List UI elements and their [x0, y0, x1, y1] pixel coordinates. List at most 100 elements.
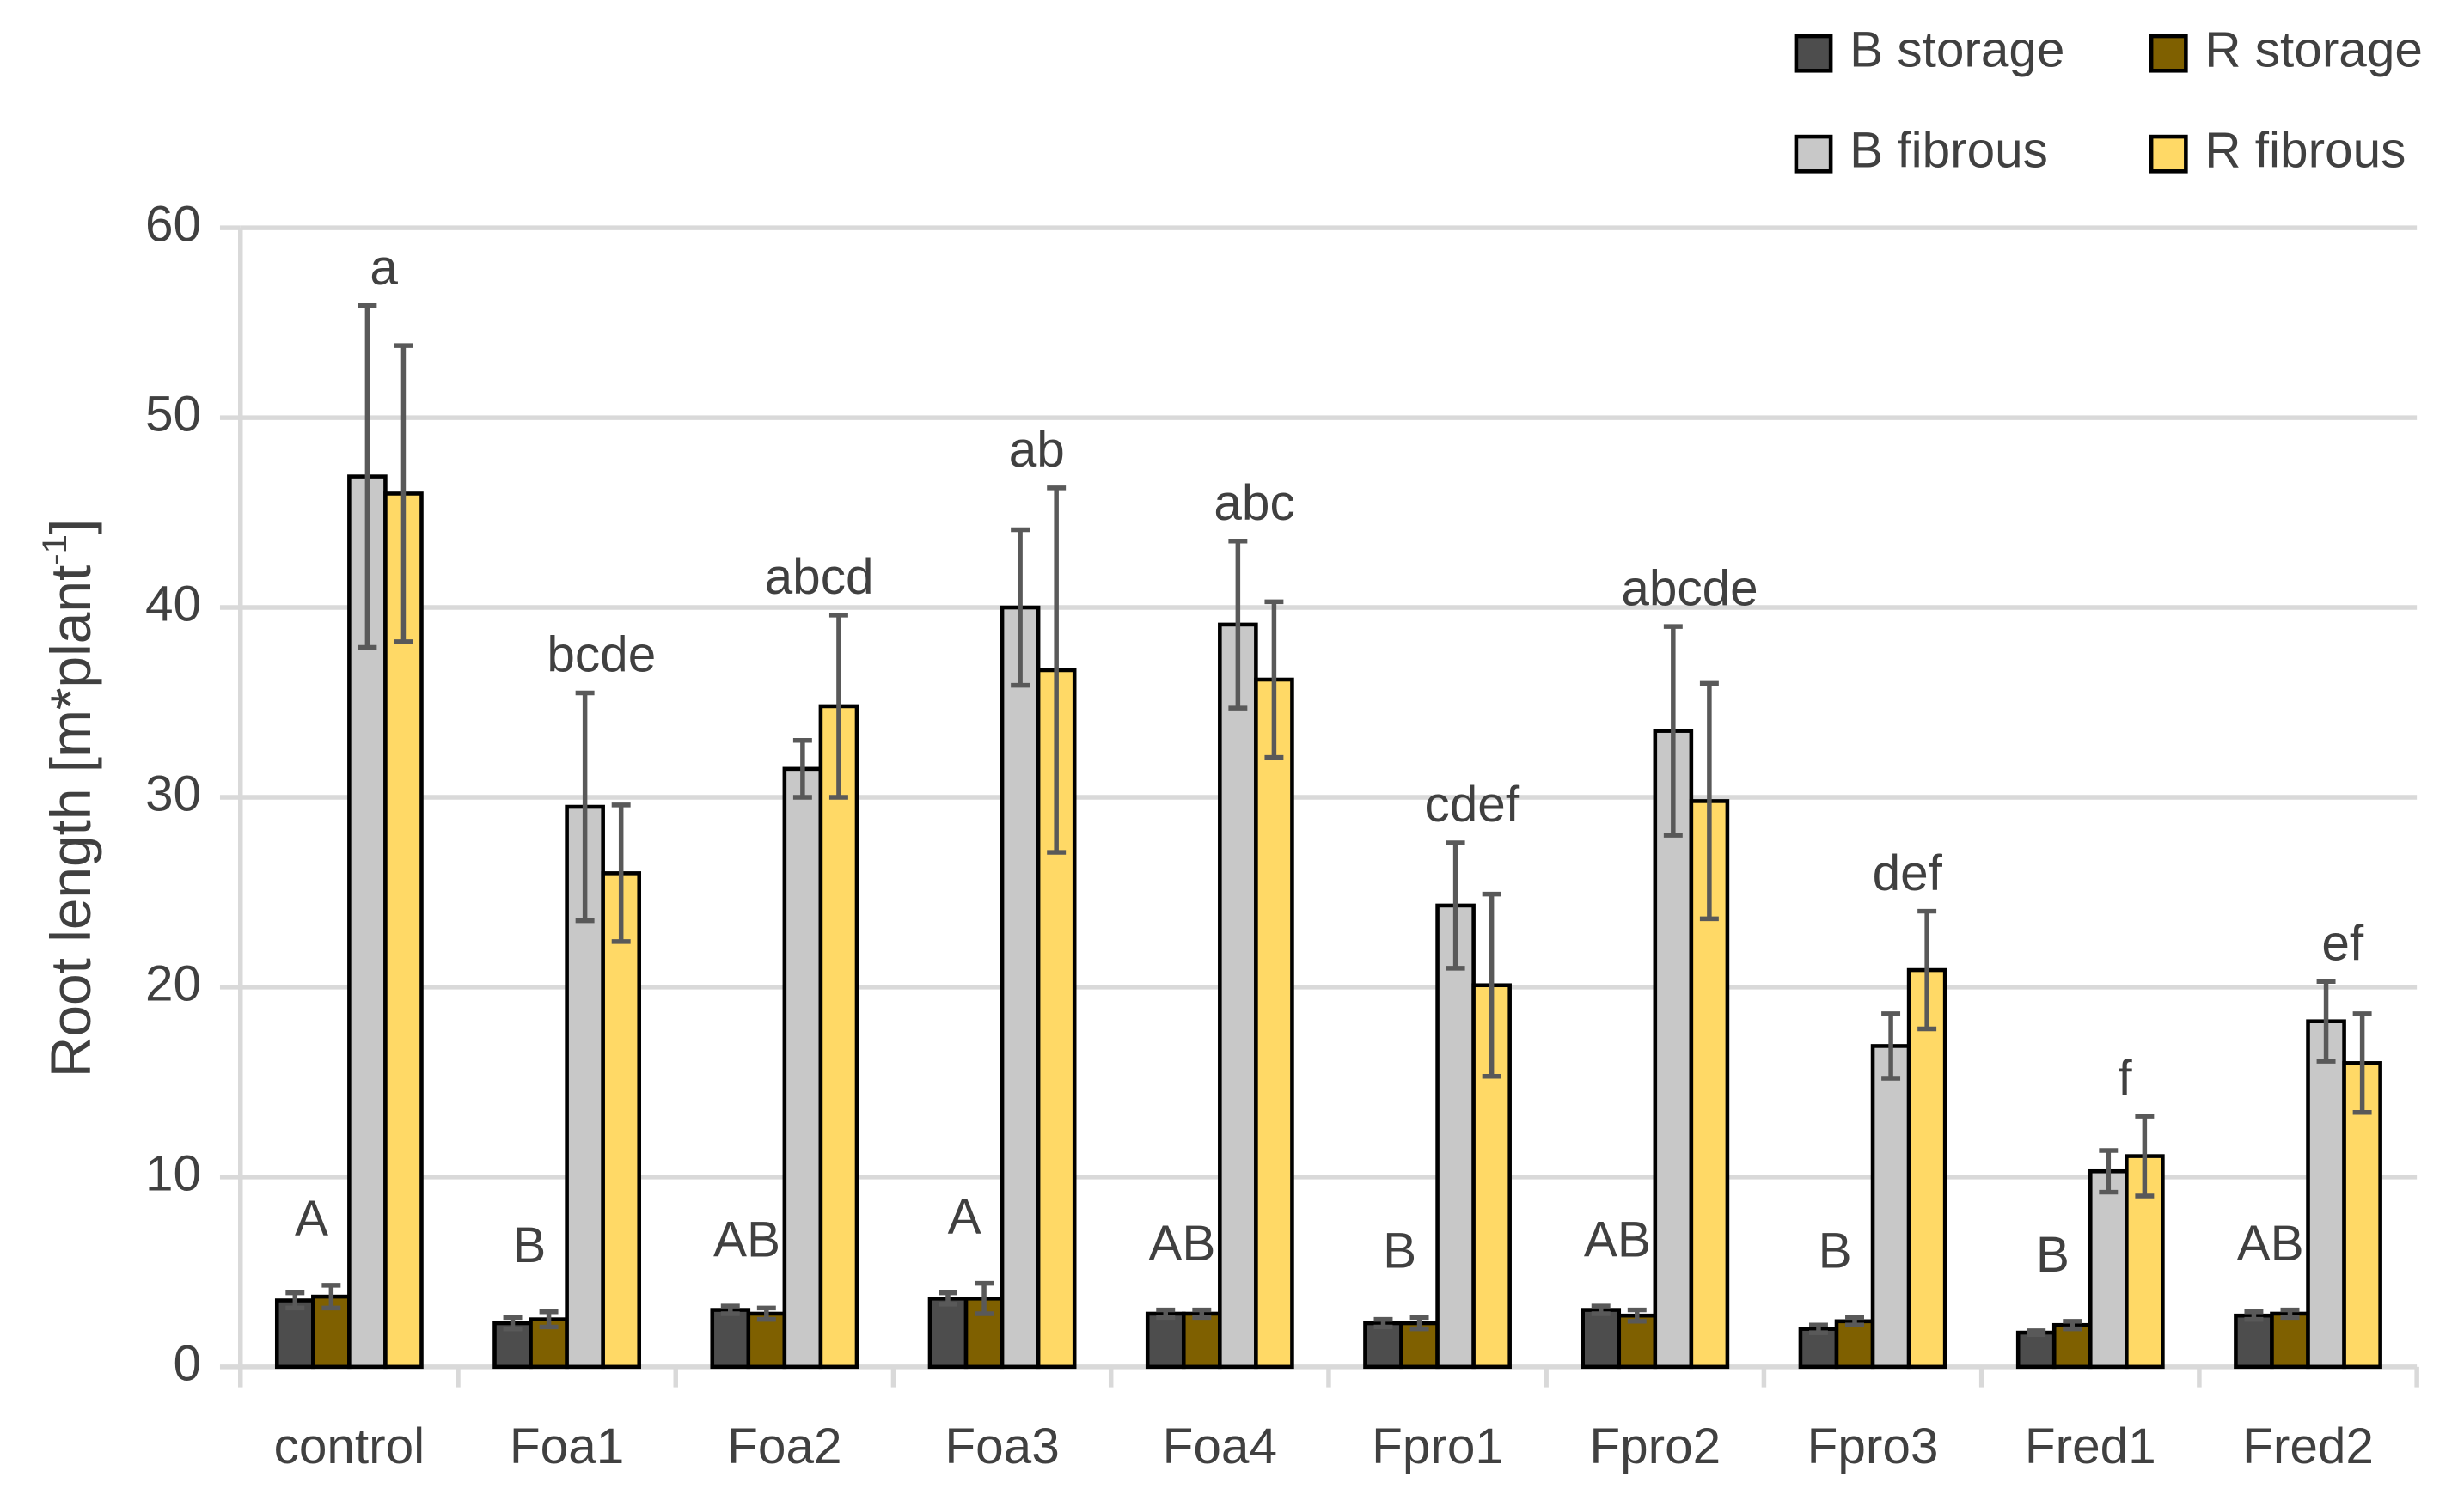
error-bar	[1627, 1307, 1647, 1324]
x-tick-label: Foa3	[945, 1419, 1059, 1474]
error-bar	[285, 1290, 305, 1311]
bar	[274, 1298, 315, 1370]
y-axis-title: Root length [m*plant-1]	[34, 519, 102, 1077]
error-bar	[1917, 908, 1937, 1032]
fibrous-letter: abcde	[1621, 560, 1758, 616]
bar	[1363, 1321, 1403, 1370]
legend-swatch	[1794, 34, 1833, 73]
error-bar	[1591, 1303, 1611, 1316]
storage-letter: AB	[1148, 1216, 1215, 1272]
bar	[601, 871, 642, 1370]
error-bar	[358, 302, 377, 650]
legend-label: B storage	[1850, 22, 2064, 78]
bar	[818, 704, 859, 1370]
y-tick-label: 10	[145, 1145, 201, 1201]
y-tick-label: 50	[145, 387, 201, 442]
bar	[1181, 1311, 1222, 1370]
error-bar	[975, 1280, 994, 1316]
legend-label: R storage	[2204, 22, 2423, 78]
x-tick-label: Fpro2	[1589, 1419, 1721, 1474]
bar	[1254, 677, 1294, 1370]
error-bar	[2027, 1328, 2046, 1338]
error-bar	[1192, 1307, 1212, 1321]
bar	[1581, 1308, 1622, 1370]
bar	[710, 1308, 751, 1370]
error-bar	[2135, 1114, 2155, 1199]
storage-letter: A	[948, 1189, 981, 1245]
fibrous-letter: a	[370, 240, 398, 296]
bar	[2051, 1322, 2093, 1370]
error-bar	[1881, 1011, 1901, 1081]
error-bar	[792, 737, 812, 800]
storage-letter: AB	[2237, 1216, 2304, 1272]
fibrous-letter: ef	[2321, 916, 2364, 972]
error-bar	[575, 690, 595, 924]
error-bar	[1228, 538, 1248, 711]
y-tick-label: 60	[145, 197, 201, 253]
x-tick-label: control	[274, 1419, 425, 1474]
x-tick-label: Foa1	[510, 1419, 624, 1474]
x-tick-label: Fred1	[2025, 1419, 2156, 1474]
fibrous-letter: def	[1873, 845, 1943, 901]
error-bar	[503, 1315, 523, 1332]
legend-swatch	[2149, 134, 2188, 174]
error-bar	[2280, 1307, 2300, 1321]
bar	[1218, 622, 1258, 1370]
legend-label: B fibrous	[1850, 123, 2048, 179]
storage-letter: AB	[1584, 1211, 1651, 1267]
error-bar	[720, 1303, 740, 1316]
storage-letter: B	[1819, 1223, 1852, 1279]
error-bar	[1156, 1307, 1176, 1321]
bar	[2306, 1019, 2346, 1370]
fibrous-letter: cdef	[1425, 777, 1520, 833]
x-tick-label: Fpro3	[1807, 1419, 1939, 1474]
storage-letter: A	[295, 1191, 328, 1247]
storage-letter: B	[512, 1217, 546, 1273]
y-tick-label: 0	[173, 1335, 201, 1391]
bar	[2234, 1313, 2274, 1370]
error-bar	[1699, 680, 1719, 922]
x-tick-label: Fred2	[2242, 1419, 2374, 1474]
error-bar	[611, 802, 631, 944]
error-bar	[1446, 840, 1465, 971]
error-bar	[1047, 485, 1067, 855]
bar	[1834, 1319, 1875, 1370]
bar	[1435, 903, 1476, 1370]
bar	[1145, 1311, 1186, 1370]
error-bar	[1663, 624, 1683, 838]
legend-swatch	[2149, 34, 2188, 73]
error-bar	[2244, 1309, 2264, 1322]
error-bar	[1808, 1322, 1828, 1335]
error-bar	[939, 1290, 957, 1307]
y-label-end: ]	[39, 519, 102, 534]
fibrous-letter: abcd	[765, 549, 874, 605]
error-bar	[2063, 1319, 2082, 1332]
error-bar	[2316, 979, 2336, 1064]
storage-letter: AB	[713, 1211, 780, 1267]
error-bar	[539, 1309, 559, 1330]
bar	[2088, 1168, 2129, 1370]
fibrous-letter: ab	[1009, 422, 1065, 478]
bar	[2270, 1311, 2310, 1370]
x-tick-label: Foa4	[1163, 1419, 1277, 1474]
error-bar	[394, 343, 413, 644]
error-bar	[828, 613, 848, 800]
storage-letter: B	[1383, 1223, 1416, 1279]
bar	[1906, 967, 1947, 1370]
error-bar	[1845, 1315, 1864, 1327]
error-bar	[1264, 599, 1284, 760]
legend-swatch	[1794, 134, 1833, 174]
storage-letter: B	[2036, 1227, 2070, 1283]
error-bar	[1409, 1315, 1429, 1332]
bar	[2015, 1330, 2057, 1370]
fibrous-letter: abc	[1214, 475, 1294, 531]
error-bar	[321, 1283, 341, 1311]
x-tick-label: Fpro1	[1372, 1419, 1503, 1474]
legend-label: R fibrous	[2204, 123, 2406, 179]
fibrous-letter: bcde	[547, 627, 656, 683]
x-tick-label: Foa2	[727, 1419, 841, 1474]
fibrous-letter: f	[2118, 1050, 2132, 1106]
error-bar	[1011, 527, 1030, 688]
